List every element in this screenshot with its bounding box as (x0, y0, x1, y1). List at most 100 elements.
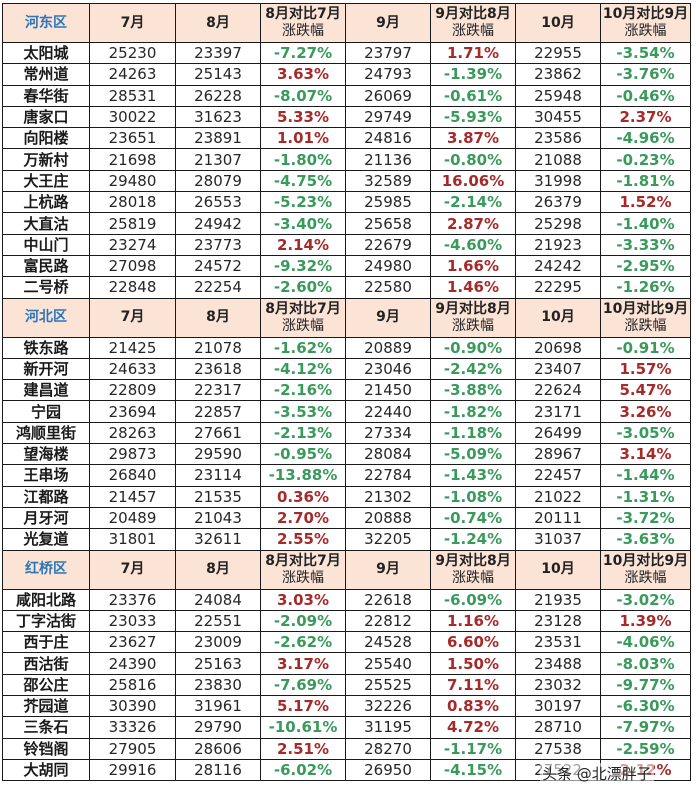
price-sep: 25525 (345, 673, 431, 697)
change-aug-vs-jul: -1.80% (260, 148, 346, 171)
change-oct-vs-sep: -3.72% (600, 506, 691, 530)
table-row: 大直沽 25819 24942 -3.40% 25658 2.87% 25298 -1.40% (2, 212, 691, 235)
price-jul: 24263 (89, 63, 176, 86)
price-jul: 29916 (89, 758, 176, 782)
price-jul: 28531 (89, 84, 176, 107)
price-sep: 21136 (345, 148, 431, 171)
price-oct: 30455 (515, 105, 601, 129)
price-sep: 27334 (345, 421, 431, 445)
price-oct: 21088 (515, 148, 601, 171)
price-jul: 20489 (89, 506, 176, 530)
change-sep-vs-aug: -0.80% (430, 148, 516, 171)
table-row: 芥园道 30390 31961 5.17% 32226 0.83% 30197 -6.30% (2, 695, 691, 718)
change-sep-vs-aug: 2.87% (430, 212, 516, 235)
header-line2: 涨跌幅 (624, 569, 667, 586)
price-jul: 25816 (89, 673, 176, 697)
change-aug-vs-jul: -13.88% (260, 464, 346, 487)
price-sep: 22580 (345, 276, 431, 299)
area-name: 江都路 (2, 485, 90, 508)
area-name: 万新村 (2, 148, 90, 171)
change-sep-vs-aug: 4.72% (430, 716, 516, 739)
price-oct: 20698 (515, 336, 601, 359)
table-row: 西沽街 24390 25163 3.17% 25540 1.50% 23488 -8.03% (2, 652, 691, 675)
change-aug-vs-jul: -4.75% (260, 169, 346, 193)
area-name: 宁园 (2, 400, 90, 423)
change-sep-vs-aug: -1.82% (430, 400, 516, 423)
price-sep: 24816 (345, 127, 431, 150)
price-sep: 24793 (345, 63, 431, 86)
price-oct: 26379 (515, 191, 601, 214)
change-aug-vs-jul: 0.36% (260, 485, 346, 508)
area-name: 鸿顺里街 (2, 421, 90, 445)
change-oct-vs-sep: 2.12% (600, 758, 691, 782)
price-jul: 24390 (89, 652, 176, 675)
change-sep-vs-aug: 16.06% (430, 169, 516, 193)
header-aug: 8月 (175, 3, 261, 43)
change-aug-vs-jul: -7.27% (260, 41, 346, 65)
change-sep-vs-aug: -1.18% (430, 421, 516, 445)
header-aug-vs-jul: 8月对比7月 涨跌幅 (260, 549, 346, 590)
change-sep-vs-aug: -0.74% (430, 506, 516, 530)
price-jul: 25230 (89, 41, 176, 65)
price-oct: 23488 (515, 652, 601, 675)
price-aug: 23830 (175, 673, 261, 697)
change-oct-vs-sep: -1.81% (600, 169, 691, 193)
price-table: 河东区 7月 8月 8月对比7月 涨跌幅 9月 9月对比8月 涨跌幅 10月 10月对比9月 涨跌幅… (2, 3, 691, 782)
table-row: 丁字沽街 23033 22551 -2.09% 22812 1.16% 23128 1.39% (2, 609, 691, 633)
price-aug: 22857 (175, 400, 261, 423)
price-sep: 32589 (345, 169, 431, 193)
price-oct: 30197 (515, 695, 601, 718)
table-row: 二号桥 22848 22254 -2.60% 22580 1.46% 22295 -1.26% (2, 276, 691, 299)
header-sep: 9月 (345, 549, 431, 590)
price-oct: 22457 (515, 464, 601, 487)
price-aug: 25163 (175, 652, 261, 675)
table-row: 月牙河 20489 21043 2.70% 20888 -0.74% 20111 -3.72% (2, 506, 691, 530)
price-sep: 23797 (345, 41, 431, 65)
change-sep-vs-aug: 1.71% (430, 41, 516, 65)
change-aug-vs-jul: 2.14% (260, 233, 346, 256)
header-aug-vs-jul: 8月对比7月 涨跌幅 (260, 3, 346, 43)
price-jul: 24633 (89, 357, 176, 381)
price-sep: 24528 (345, 631, 431, 654)
table-row: 富民路 27098 24572 -9.32% 24980 1.66% 24242 -2.95% (2, 254, 691, 278)
table-row: 上杭路 28018 26553 -5.23% 25985 -2.14% 26379 1.52% (2, 191, 691, 214)
price-oct: 27538 (515, 737, 601, 760)
change-aug-vs-jul: -1.62% (260, 336, 346, 359)
area-name: 唐家口 (2, 105, 90, 129)
price-jul: 23376 (89, 588, 176, 611)
price-oct: 23032 (515, 673, 601, 697)
change-oct-vs-sep: -0.46% (600, 84, 691, 107)
price-sep: 22618 (345, 588, 431, 611)
price-oct: 26499 (515, 421, 601, 445)
price-sep: 24980 (345, 254, 431, 278)
price-sep: 22679 (345, 233, 431, 256)
price-sep: 29749 (345, 105, 431, 129)
table-row: 三条石 33326 29790 -10.61% 31195 4.72% 28710 -7.97… (2, 716, 691, 739)
change-oct-vs-sep: -2.95% (600, 254, 691, 278)
price-aug: 23009 (175, 631, 261, 654)
change-aug-vs-jul: 1.01% (260, 127, 346, 150)
price-oct: 23586 (515, 127, 601, 150)
price-sep: 21450 (345, 379, 431, 402)
price-oct: 22624 (515, 379, 601, 402)
price-aug: 29790 (175, 716, 261, 739)
price-oct: 27522 (515, 758, 601, 782)
area-name: 铃铛阁 (2, 737, 90, 760)
change-oct-vs-sep: 2.37% (600, 105, 691, 129)
change-oct-vs-sep: -3.63% (600, 528, 691, 551)
price-jul: 28018 (89, 191, 176, 214)
change-sep-vs-aug: -1.17% (430, 737, 516, 760)
price-jul: 29480 (89, 169, 176, 193)
header-sep: 9月 (345, 297, 431, 338)
change-aug-vs-jul: 5.17% (260, 695, 346, 718)
area-name: 咸阳北路 (2, 588, 90, 611)
area-name: 王串场 (2, 464, 90, 487)
price-jul: 30022 (89, 105, 176, 129)
price-oct: 24242 (515, 254, 601, 278)
price-oct: 28967 (515, 443, 601, 466)
header-line1: 8月对比7月 (265, 300, 341, 317)
price-sep: 25985 (345, 191, 431, 214)
price-aug: 23891 (175, 127, 261, 150)
table-row: 铃铛阁 27905 28606 2.51% 28270 -1.17% 27538 -2.59% (2, 737, 691, 760)
header-line2: 涨跌幅 (452, 569, 494, 586)
